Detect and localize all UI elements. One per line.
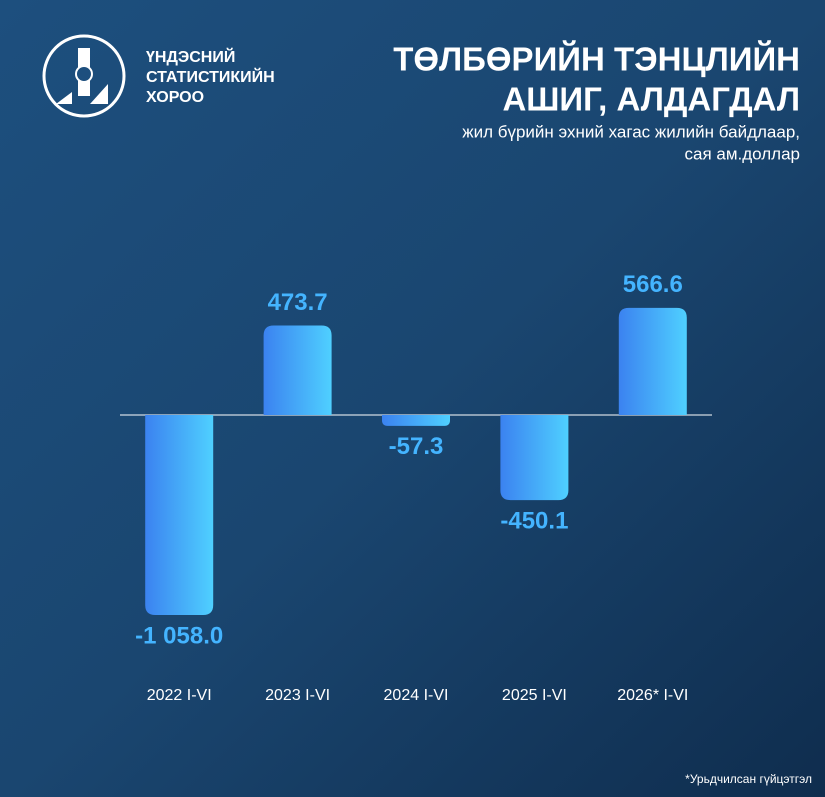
bar	[500, 415, 569, 501]
subtitle-line: жил бүрийн эхний хагас жилийн байдлаар,	[462, 122, 800, 141]
subtitle: жил бүрийн эхний хагас жилийн байдлаар, с…	[462, 122, 800, 163]
x-tick-label: 2026* I-VI	[617, 687, 688, 704]
bar	[382, 415, 450, 426]
value-label: -1 058.0	[135, 622, 223, 649]
value-label: -450.1	[500, 507, 568, 534]
subtitle-line: сая ам.доллар	[685, 144, 801, 163]
bar	[263, 325, 332, 415]
x-tick-label: 2025 I-VI	[502, 687, 567, 704]
organization-line: ХОРОО	[146, 89, 204, 106]
bar	[618, 307, 687, 415]
x-tick-label: 2024 I-VI	[384, 687, 449, 704]
value-label: 566.6	[623, 271, 683, 298]
value-label: -57.3	[389, 433, 444, 460]
footnote: *Урьдчилсан гүйцэтгэл	[685, 772, 812, 786]
title-line: ТӨЛБӨРИЙН ТЭНЦЛИЙН	[393, 40, 800, 78]
value-label: 473.7	[268, 289, 328, 316]
x-tick-label: 2023 I-VI	[265, 687, 330, 704]
organization-line: СТАТИСТИКИЙН	[146, 67, 275, 86]
organization-line: ҮНДЭСНИЙ	[146, 47, 235, 66]
logo	[42, 34, 126, 118]
title-line: АШИГ, АЛДАГДАЛ	[502, 81, 800, 118]
x-tick-label: 2022 I-VI	[147, 687, 212, 704]
bar	[145, 415, 214, 615]
